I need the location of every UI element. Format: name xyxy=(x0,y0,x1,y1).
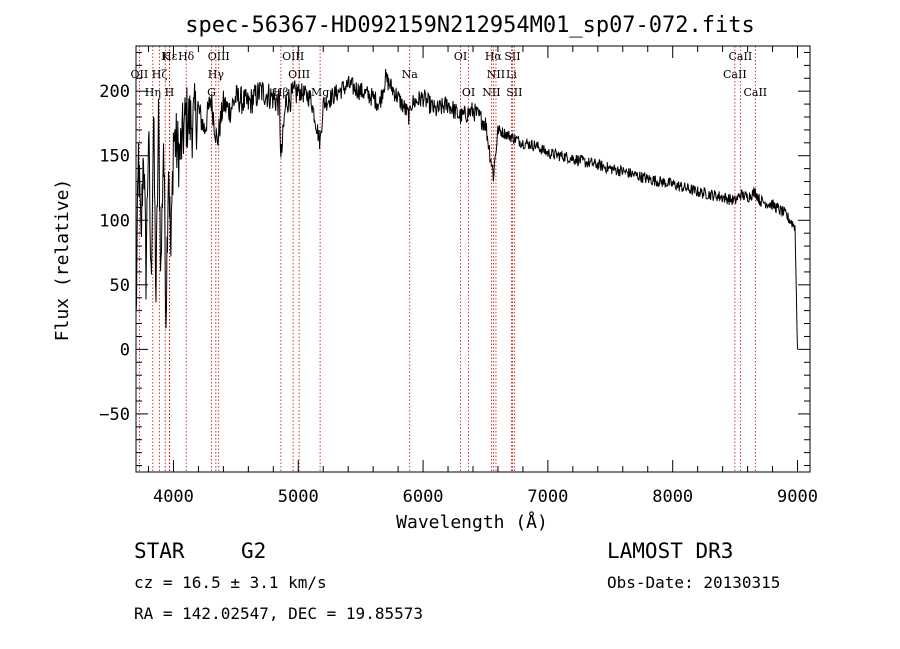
observation-date: Obs-Date: 20130315 xyxy=(607,573,780,592)
y-tick-label-1: 0 xyxy=(120,340,130,360)
line-label-11: OIII xyxy=(288,68,310,81)
line-label-3: Hδ xyxy=(178,50,195,63)
coordinates: RA = 142.02547, DEC = 19.85573 xyxy=(134,604,423,623)
line-label-1: K xyxy=(161,50,170,63)
x-tick-label-4: 8000 xyxy=(652,487,693,507)
subclass: G2 xyxy=(241,539,266,563)
line-label-19: SII xyxy=(504,50,520,63)
x-axis-label: Wavelength (Å) xyxy=(396,511,548,533)
line-label-21: SII xyxy=(506,86,522,99)
line-label-10: OIII xyxy=(282,50,304,63)
x-tick-label-1: 5000 xyxy=(278,487,319,507)
y-tick-label-4: 150 xyxy=(99,147,130,167)
y-tick-label-0: −50 xyxy=(99,405,130,425)
object-class: STAR xyxy=(134,539,185,563)
line-label-16: OI xyxy=(462,86,475,99)
line-label-8: Hγ xyxy=(208,68,225,81)
line-label-6: Hη xyxy=(145,86,161,99)
line-label-23: CaII xyxy=(729,50,753,63)
line-label-9: G xyxy=(207,86,216,99)
line-label-18: NII xyxy=(487,68,505,81)
line-label-24: CaII xyxy=(723,68,747,81)
chart-title: spec-56367-HD092159N212954M01_sp07-072.f… xyxy=(185,13,755,38)
line-label-14: Na xyxy=(402,68,419,81)
x-tick-label-0: 4000 xyxy=(153,487,194,507)
x-axis-ticks: 4000 5000 6000 7000 8000 9000 xyxy=(147,46,818,507)
line-label-17: Hα xyxy=(485,50,503,63)
line-label-25: CaII xyxy=(743,86,767,99)
line-label-20: Li xyxy=(506,68,517,81)
line-label-13: Mg xyxy=(311,86,329,99)
survey-name: LAMOST DR3 xyxy=(607,539,733,563)
x-tick-label-2: 6000 xyxy=(403,487,444,507)
line-label-4: OII xyxy=(131,68,149,81)
spectrum-line xyxy=(135,68,798,350)
line-label-15: OI xyxy=(454,50,467,63)
y-tick-label-2: 50 xyxy=(110,276,130,296)
line-label-22: NII xyxy=(482,86,500,99)
y-tick-label-5: 200 xyxy=(99,82,130,102)
redshift-cz: cz = 16.5 ± 3.1 km/s xyxy=(134,573,327,592)
x-tick-label-3: 7000 xyxy=(527,487,568,507)
spectrum-series xyxy=(135,68,798,350)
y-tick-label-3: 100 xyxy=(99,211,130,231)
y-axis-label: Flux (relative) xyxy=(52,179,73,342)
y-axis-ticks: −50 0 50 100 150 200 xyxy=(99,51,810,467)
line-label-5: Hζ xyxy=(152,68,168,81)
x-tick-label-5: 9000 xyxy=(777,487,818,507)
line-label-7: OIII xyxy=(208,50,230,63)
line-label-2: H xyxy=(165,86,175,99)
